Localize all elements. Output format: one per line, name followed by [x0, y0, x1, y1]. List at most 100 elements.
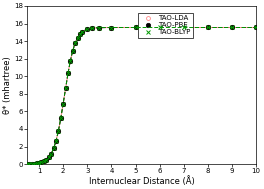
- TAO-LDA: [37, 162, 41, 164]
- TAO-LDA: [76, 37, 79, 39]
- TAO-PBE: [45, 159, 48, 161]
- TAO-BLYP: [30, 163, 34, 165]
- Y-axis label: θ* (mhartree): θ* (mhartree): [3, 56, 12, 114]
- X-axis label: Internuclear Distance (Å): Internuclear Distance (Å): [89, 176, 194, 186]
- Line: TAO-LDA: TAO-LDA: [25, 26, 258, 166]
- TAO-BLYP: [69, 60, 72, 62]
- TAO-LDA: [28, 163, 31, 165]
- TAO-PBE: [69, 60, 72, 62]
- TAO-PBE: [81, 31, 84, 33]
- TAO-LDA: [30, 163, 34, 165]
- TAO-BLYP: [59, 117, 62, 119]
- TAO-BLYP: [33, 163, 36, 165]
- TAO-PBE: [76, 37, 79, 39]
- TAO-LDA: [158, 26, 161, 29]
- TAO-LDA: [230, 26, 233, 29]
- Line: TAO-BLYP: TAO-BLYP: [25, 25, 258, 166]
- TAO-LDA: [54, 140, 58, 142]
- TAO-LDA: [47, 156, 50, 158]
- TAO-PBE: [182, 26, 185, 29]
- TAO-BLYP: [47, 156, 50, 158]
- TAO-LDA: [182, 26, 185, 29]
- TAO-LDA: [67, 72, 70, 74]
- TAO-PBE: [78, 33, 82, 35]
- TAO-LDA: [62, 102, 65, 105]
- TAO-PBE: [71, 50, 74, 52]
- TAO-LDA: [86, 28, 89, 30]
- TAO-PBE: [98, 26, 101, 29]
- TAO-PBE: [230, 26, 233, 29]
- TAO-PBE: [91, 27, 94, 29]
- TAO-LDA: [254, 26, 258, 29]
- TAO-PBE: [28, 163, 31, 165]
- TAO-PBE: [74, 42, 77, 44]
- TAO-BLYP: [57, 130, 60, 132]
- TAO-BLYP: [86, 28, 89, 30]
- TAO-LDA: [52, 147, 55, 149]
- TAO-BLYP: [78, 33, 82, 35]
- TAO-LDA: [110, 26, 113, 29]
- TAO-PBE: [206, 26, 209, 29]
- TAO-LDA: [57, 130, 60, 132]
- TAO-BLYP: [71, 50, 74, 52]
- TAO-BLYP: [42, 160, 45, 162]
- TAO-BLYP: [254, 26, 258, 29]
- TAO-LDA: [98, 26, 101, 29]
- TAO-LDA: [59, 117, 62, 119]
- TAO-PBE: [52, 147, 55, 149]
- TAO-LDA: [78, 33, 82, 35]
- TAO-PBE: [64, 87, 67, 89]
- TAO-BLYP: [64, 87, 67, 89]
- TAO-LDA: [91, 27, 94, 29]
- TAO-PBE: [59, 117, 62, 119]
- TAO-BLYP: [45, 159, 48, 161]
- TAO-BLYP: [158, 26, 161, 29]
- TAO-BLYP: [182, 26, 185, 29]
- Line: TAO-PBE: TAO-PBE: [25, 25, 258, 166]
- TAO-BLYP: [25, 163, 29, 165]
- TAO-LDA: [40, 161, 43, 163]
- TAO-LDA: [64, 87, 67, 89]
- TAO-PBE: [254, 26, 258, 29]
- TAO-BLYP: [81, 31, 84, 33]
- TAO-BLYP: [54, 140, 58, 142]
- TAO-BLYP: [52, 147, 55, 149]
- TAO-BLYP: [28, 163, 31, 165]
- TAO-LDA: [69, 60, 72, 62]
- TAO-BLYP: [91, 27, 94, 29]
- TAO-LDA: [45, 159, 48, 161]
- TAO-PBE: [37, 162, 41, 164]
- TAO-BLYP: [50, 153, 53, 155]
- TAO-LDA: [81, 31, 84, 33]
- TAO-BLYP: [110, 26, 113, 29]
- TAO-PBE: [110, 26, 113, 29]
- TAO-LDA: [71, 50, 74, 52]
- TAO-LDA: [50, 153, 53, 155]
- TAO-BLYP: [35, 162, 38, 164]
- TAO-PBE: [47, 156, 50, 158]
- TAO-LDA: [33, 163, 36, 165]
- TAO-PBE: [50, 153, 53, 155]
- TAO-BLYP: [98, 26, 101, 29]
- TAO-BLYP: [40, 161, 43, 163]
- TAO-PBE: [86, 28, 89, 30]
- TAO-BLYP: [134, 26, 137, 29]
- TAO-PBE: [67, 72, 70, 74]
- TAO-BLYP: [74, 42, 77, 44]
- TAO-PBE: [30, 163, 34, 165]
- TAO-PBE: [35, 162, 38, 164]
- TAO-PBE: [40, 161, 43, 163]
- TAO-BLYP: [62, 102, 65, 105]
- Legend: TAO-LDA, TAO-PBE, TAO-BLYP: TAO-LDA, TAO-PBE, TAO-BLYP: [138, 13, 193, 38]
- TAO-BLYP: [230, 26, 233, 29]
- TAO-LDA: [74, 42, 77, 44]
- TAO-PBE: [25, 163, 29, 165]
- TAO-BLYP: [67, 72, 70, 74]
- TAO-PBE: [134, 26, 137, 29]
- TAO-BLYP: [76, 37, 79, 39]
- TAO-BLYP: [37, 162, 41, 164]
- TAO-BLYP: [206, 26, 209, 29]
- TAO-LDA: [42, 160, 45, 162]
- TAO-PBE: [54, 140, 58, 142]
- TAO-LDA: [206, 26, 209, 29]
